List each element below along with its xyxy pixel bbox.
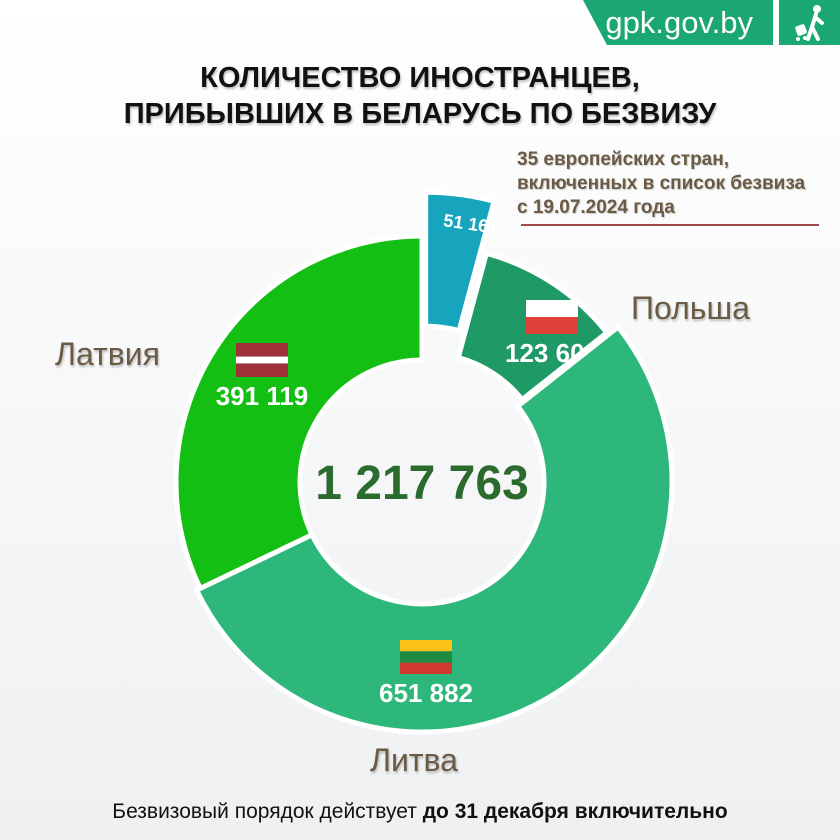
slice-2 bbox=[193, 323, 675, 735]
note-line-1: 35 европейских стран, bbox=[517, 149, 729, 170]
footer-text: Безвизовый порядок действует bbox=[112, 800, 423, 823]
note-line-3: с 19.07.2024 года bbox=[517, 197, 675, 218]
page-title: КОЛИЧЕСТВО ИНОСТРАНЦЕВ, ПРИБЫВШИХ В БЕЛАР… bbox=[0, 60, 840, 132]
site-banner[interactable]: gpk.gov.by bbox=[583, 0, 773, 45]
footer-note: Безвизовый порядок действует до 31 декаб… bbox=[0, 800, 840, 824]
note-underline bbox=[521, 224, 819, 226]
slice-3 bbox=[173, 233, 425, 592]
value-label-3: 391 119 bbox=[216, 381, 309, 411]
title-line-1: КОЛИЧЕСТВО ИНОСТРАНЦЕВ, bbox=[200, 62, 640, 94]
value-label-2: 651 882 bbox=[379, 678, 473, 708]
poland-flag-icon bbox=[526, 300, 578, 317]
label-latvia: Латвия bbox=[55, 336, 160, 372]
europe-note: 35 европейских стран, включенных в списо… bbox=[517, 148, 805, 220]
lithuania-flag-icon bbox=[400, 640, 452, 652]
traveler-with-suitcase-icon bbox=[779, 0, 840, 45]
latvia-flag-stripe bbox=[236, 356, 288, 364]
poland-flag-red bbox=[526, 317, 578, 334]
lithuania-flag-icon bbox=[400, 662, 452, 674]
label-poland: Польша bbox=[631, 290, 750, 326]
lithuania-flag-icon bbox=[400, 651, 452, 663]
slice-0 bbox=[423, 189, 498, 334]
note-line-2: включенных в список безвиза bbox=[517, 173, 806, 194]
title-line-2: ПРИБЫВШИХ В БЕЛАРУСЬ ПО БЕЗВИЗУ bbox=[123, 98, 717, 130]
site-url[interactable]: gpk.gov.by bbox=[605, 4, 753, 40]
total-value: 1 217 763 bbox=[315, 457, 529, 510]
footer-bold: до 31 декабря включительно bbox=[422, 800, 728, 823]
label-lithuania: Литва bbox=[370, 742, 458, 778]
